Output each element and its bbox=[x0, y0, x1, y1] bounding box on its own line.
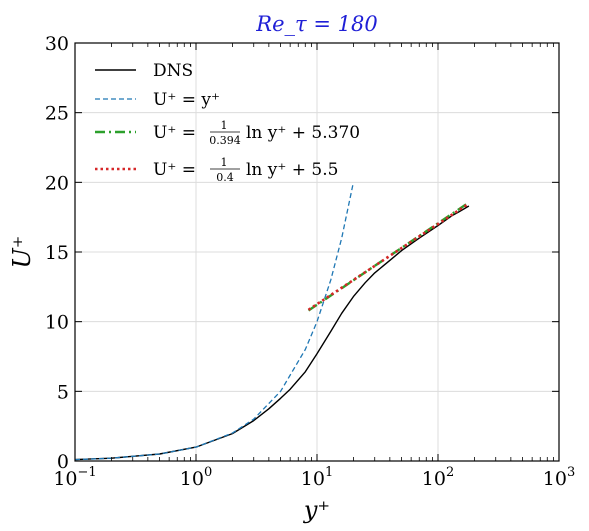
x-tick-label: 10−1 bbox=[53, 465, 96, 490]
ticks bbox=[74, 42, 560, 462]
legend-label: U⁺ = bbox=[153, 123, 196, 143]
legend-label: U⁺ = y⁺ bbox=[153, 90, 220, 110]
legend: DNS U⁺ = y⁺ U⁺ = 1 0.394 ln y⁺ + 5.370 U⁺ = 1… bbox=[95, 61, 360, 184]
y-tick-label: 15 bbox=[45, 242, 69, 264]
x-tick-label: 100 bbox=[180, 465, 212, 490]
grid bbox=[74, 42, 560, 462]
legend-frac-num: 1 bbox=[221, 156, 228, 169]
legend-label: U⁺ = bbox=[153, 160, 196, 180]
y-tick-label: 30 bbox=[45, 33, 69, 55]
y-tick-label: 10 bbox=[45, 312, 69, 334]
x-tick-label: 101 bbox=[301, 465, 333, 490]
legend-label-rest: ln y⁺ + 5.5 bbox=[246, 160, 338, 180]
y-tick-label: 25 bbox=[45, 103, 69, 125]
legend-frac-den: 0.4 bbox=[216, 171, 234, 184]
legend-label: DNS bbox=[153, 61, 193, 81]
legend-frac-den: 0.394 bbox=[209, 134, 241, 147]
x-tick-label: 102 bbox=[422, 465, 454, 490]
y-tick-label: 0 bbox=[57, 451, 69, 473]
series-layer bbox=[74, 182, 470, 461]
y-axis-label: U⁺ bbox=[8, 236, 36, 269]
chart-title: Re_τ = 180 bbox=[255, 12, 377, 36]
x-axis-label: y⁺ bbox=[303, 496, 330, 524]
series-line-3 bbox=[307, 202, 470, 311]
legend-label-rest: ln y⁺ + 5.370 bbox=[246, 123, 360, 143]
y-tick-label: 5 bbox=[57, 381, 69, 403]
legend-frac-num: 1 bbox=[221, 119, 228, 132]
x-tick-label: 103 bbox=[543, 465, 575, 490]
tick-labels: 10−1 100 101 102 103 0 5 10 15 20 25 30 bbox=[45, 33, 575, 490]
series-line-0 bbox=[74, 205, 470, 461]
y-tick-label: 20 bbox=[45, 172, 69, 194]
series-line-1 bbox=[74, 182, 355, 461]
